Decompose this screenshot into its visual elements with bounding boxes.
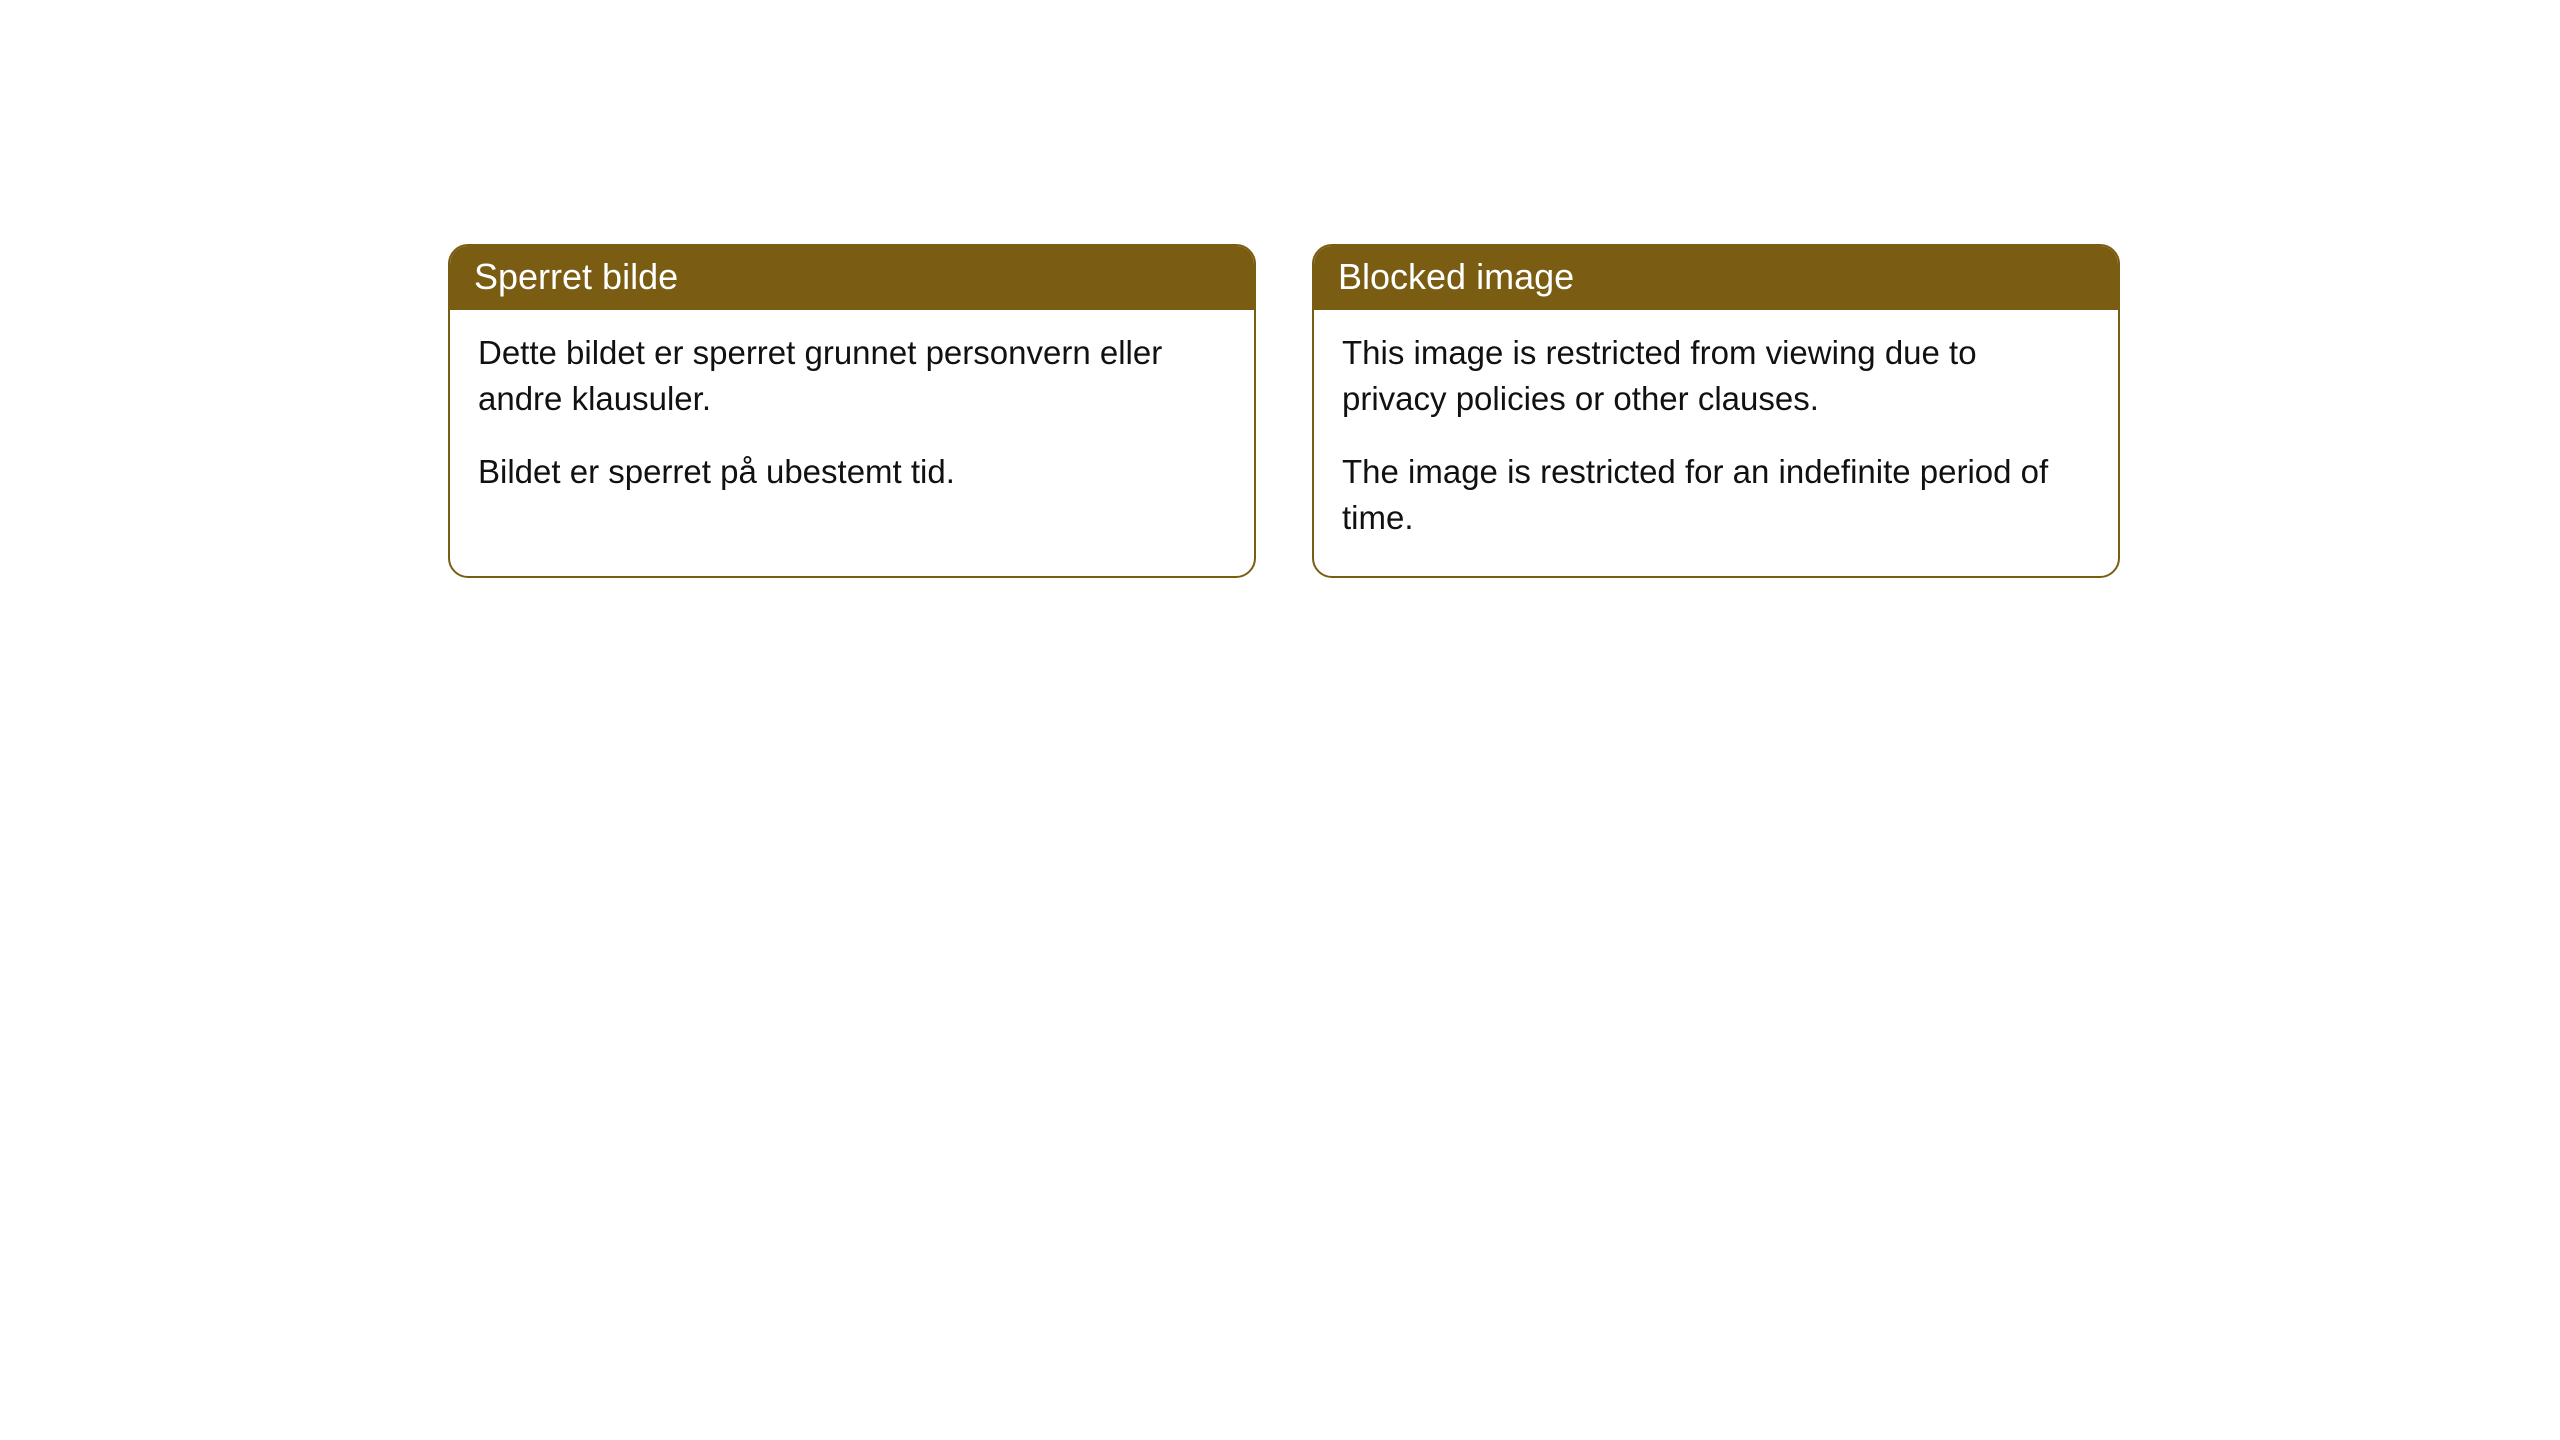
notice-text-2: The image is restricted for an indefinit… [1342, 449, 2090, 540]
card-body: Dette bildet er sperret grunnet personve… [450, 310, 1254, 531]
card-body: This image is restricted from viewing du… [1314, 310, 2118, 576]
card-header: Blocked image [1314, 246, 2118, 310]
blocked-image-card-norwegian: Sperret bilde Dette bildet er sperret gr… [448, 244, 1256, 578]
blocked-image-card-english: Blocked image This image is restricted f… [1312, 244, 2120, 578]
notice-text-2: Bildet er sperret på ubestemt tid. [478, 449, 1226, 495]
notice-text-1: This image is restricted from viewing du… [1342, 330, 2090, 421]
notice-text-1: Dette bildet er sperret grunnet personve… [478, 330, 1226, 421]
card-header: Sperret bilde [450, 246, 1254, 310]
notice-cards-container: Sperret bilde Dette bildet er sperret gr… [448, 244, 2120, 578]
